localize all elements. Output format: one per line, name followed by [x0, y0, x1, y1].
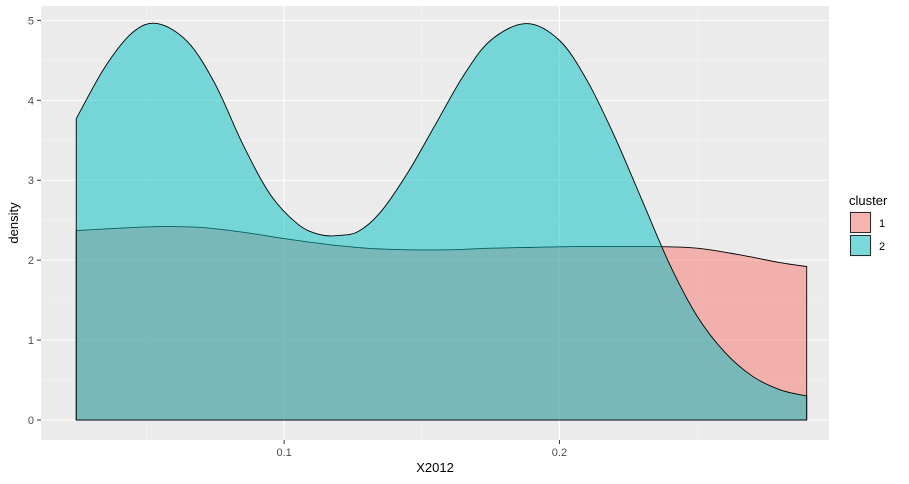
y-tick-label: 5 [28, 15, 34, 27]
legend-keys: 12 [849, 211, 885, 257]
x-axis-title: X2012 [416, 460, 454, 475]
y-tick-label: 4 [28, 95, 34, 107]
legend-swatch-cluster-1 [850, 212, 871, 233]
y-axis: 0 1 2 3 4 5 [28, 15, 41, 427]
legend-title: cluster [849, 193, 888, 208]
y-tick-label: 1 [28, 335, 34, 347]
legend-label-cluster-2: 2 [879, 241, 885, 253]
x-tick-label: 0.1 [276, 447, 291, 459]
y-tick-label: 3 [28, 175, 34, 187]
x-tick-label: 0.2 [552, 447, 567, 459]
y-tick-label: 2 [28, 255, 34, 267]
series-layer [75, 22, 808, 421]
x-axis: 0.1 0.2 [276, 440, 567, 459]
legend: cluster 12 [849, 193, 888, 257]
y-axis-title: density [6, 202, 21, 244]
y-tick-label: 0 [28, 415, 34, 427]
legend-swatch-cluster-2 [850, 235, 871, 256]
density-area-cluster-2 [75, 22, 808, 421]
legend-label-cluster-1: 1 [879, 218, 885, 230]
